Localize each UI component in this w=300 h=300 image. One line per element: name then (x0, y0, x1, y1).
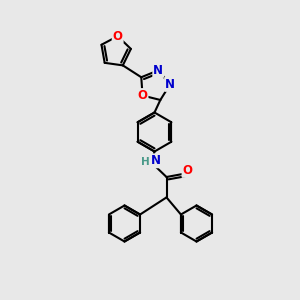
Text: H: H (140, 157, 149, 167)
Text: O: O (182, 164, 193, 177)
Text: N: N (150, 154, 161, 167)
Text: N: N (153, 64, 163, 77)
Text: N: N (165, 78, 175, 91)
Text: O: O (137, 89, 148, 102)
Text: O: O (113, 30, 123, 43)
